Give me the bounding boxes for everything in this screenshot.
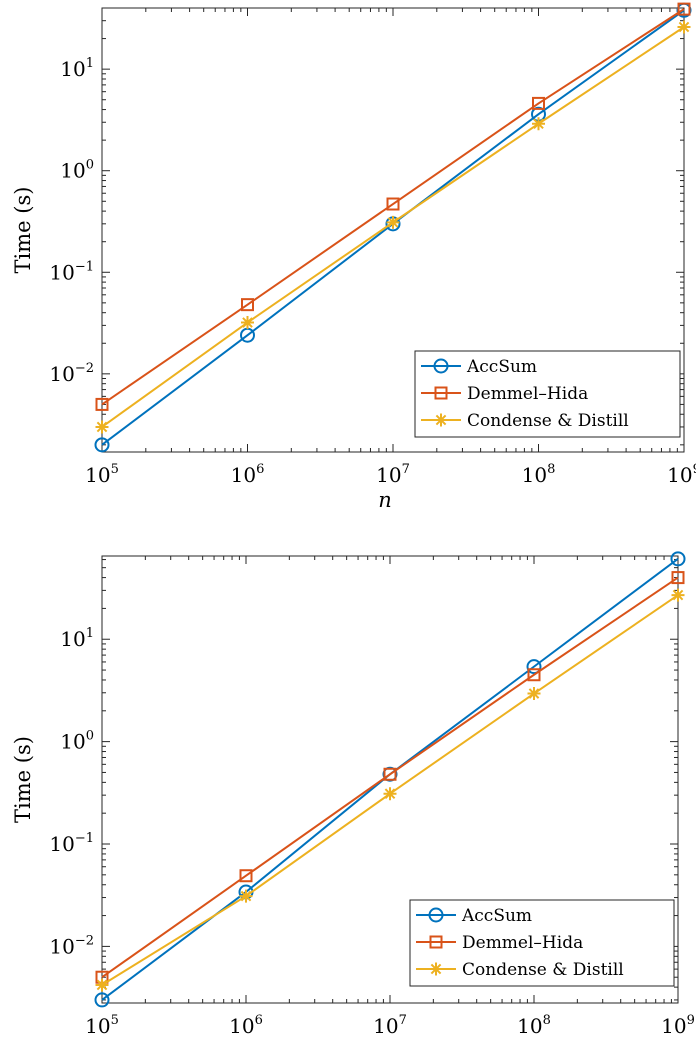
legend-marker — [429, 962, 443, 976]
data-point — [241, 316, 254, 330]
data-point — [386, 197, 400, 211]
y-tick-label: 10−2 — [49, 933, 94, 958]
y-tick-label: 101 — [60, 626, 94, 651]
x-tick-label: 107 — [376, 462, 410, 487]
legend-marker — [434, 413, 448, 427]
legend-label: Condense & Distill — [462, 960, 624, 980]
data-point — [386, 215, 400, 229]
legend: AccSum Demmel–Hida Condense & Distill — [409, 899, 675, 987]
x-tick-label: 105 — [85, 462, 119, 487]
legend-label: Condense & Distill — [467, 411, 629, 431]
legend-label: AccSum — [466, 357, 537, 377]
data-point — [239, 889, 253, 903]
y-tick-label: 100 — [60, 729, 94, 754]
x-tick-label: 109 — [661, 1013, 695, 1038]
data-point — [94, 437, 110, 453]
data-point — [241, 298, 254, 312]
legend-marker — [434, 386, 448, 400]
y-tick-label: 10−1 — [49, 831, 94, 856]
legend-entry: AccSum — [421, 357, 537, 377]
series-line — [101, 576, 679, 979]
series-Condense & Distill — [95, 588, 685, 992]
legend-marker — [433, 358, 449, 374]
legend-entry: Demmel–Hida — [416, 933, 583, 953]
data-point — [95, 397, 109, 411]
x-tick-label: 105 — [85, 1013, 119, 1038]
axes-box — [101, 555, 679, 1004]
series-Condense & Distill — [95, 20, 691, 434]
legend-entry: AccSum — [416, 906, 532, 926]
data-point — [677, 2, 691, 16]
y-axis-title: Time (s) — [11, 736, 35, 823]
legend-marker — [428, 907, 444, 923]
legend-marker — [429, 935, 443, 949]
legend: AccSum Demmel–Hida Condense & Distill — [414, 350, 681, 438]
x-tick-label: 107 — [373, 1013, 407, 1038]
legend-entry: Condense & Distill — [421, 411, 629, 431]
data-point — [671, 571, 685, 585]
x-tick-label: 106 — [231, 462, 265, 487]
data-point — [95, 420, 109, 434]
legend-label: Demmel–Hida — [462, 933, 583, 953]
data-point — [671, 588, 685, 602]
x-tick-label: 106 — [229, 1013, 263, 1038]
data-point — [95, 978, 109, 992]
data-point — [670, 551, 686, 567]
data-point — [532, 117, 545, 131]
axes-box — [101, 7, 685, 453]
legend-entry: Condense & Distill — [416, 960, 624, 980]
series-Demmel–Hida — [95, 2, 691, 411]
data-point — [532, 96, 545, 110]
y-tick-label: 100 — [60, 158, 94, 183]
y-tick-label: 10−2 — [49, 361, 94, 386]
chart-panel-1: 105 106 107 108 109 10−2 10−1 100 101 n Time (s) Ac… — [11, 2, 696, 512]
y-axis-title: Time (s) — [11, 187, 35, 274]
data-point — [527, 668, 541, 682]
x-tick-label: 108 — [517, 1013, 551, 1038]
y-tick-label: 10−1 — [49, 259, 94, 284]
data-point — [526, 659, 542, 675]
x-tick-label: 108 — [522, 462, 556, 487]
data-point — [527, 687, 541, 701]
data-point — [239, 869, 253, 883]
data-point — [383, 767, 397, 781]
y-tick-label: 101 — [60, 56, 94, 81]
x-axis-title: n — [378, 488, 392, 512]
data-point — [383, 787, 397, 801]
series-line — [101, 8, 685, 406]
legend-entry: Demmel–Hida — [421, 384, 588, 404]
x-tick-label: 109 — [667, 462, 696, 487]
data-point — [94, 992, 110, 1008]
data-point — [677, 20, 691, 34]
legend-label: AccSum — [461, 906, 532, 926]
legend-label: Demmel–Hida — [467, 384, 588, 404]
